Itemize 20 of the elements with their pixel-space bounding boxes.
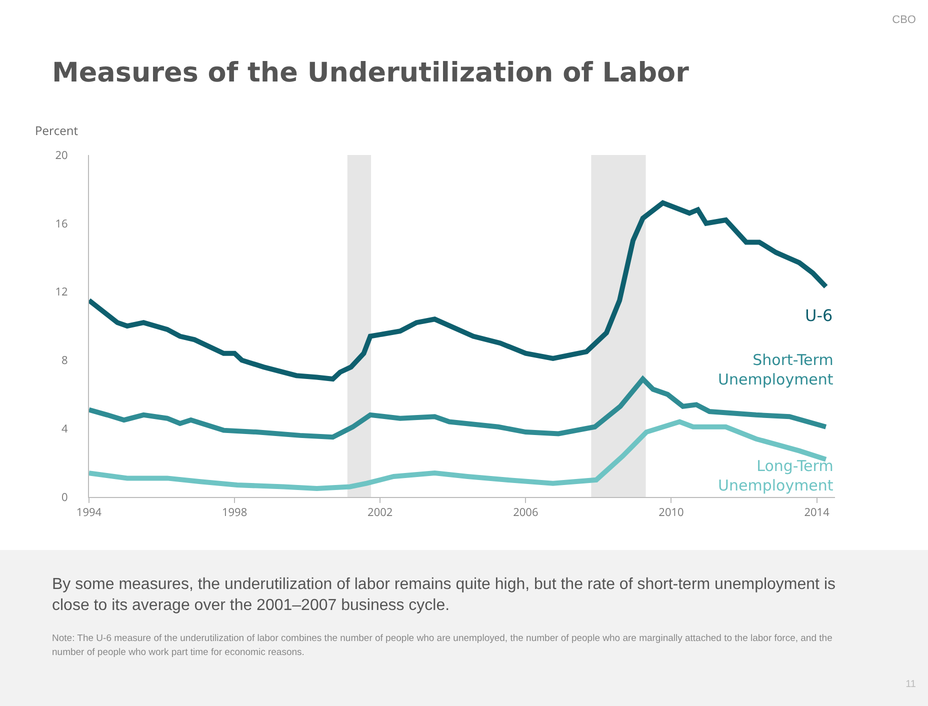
y-tick-label: 16 [55,216,68,232]
y-tick-label: 12 [55,284,68,300]
series-label: Long-Term Unemployment [718,457,834,494]
text: CBO [892,14,916,26]
x-tick-label: 2002 [368,505,393,520]
y-tick-label: 0 [62,490,68,505]
y-axis-title: Percent [35,122,78,139]
series-label: U-6 [805,306,833,325]
chart-title: Measures of the Underutilization of Labor [52,57,690,88]
y-tick-label: 4 [62,421,69,436]
y-tick-label: 20 [55,148,68,163]
text: Note: The U-6 measure of the underutilization of labor combines the number of people who are unemployed, the number of people who are marginally attached to the labor force, and the number of people who work part time for economic reasons. [52,632,834,660]
x-tick-label: 2006 [513,505,538,520]
text: By some measures, the underutilization of labor remains quite high, but the rate of short-term unemployment is close to its average over the 2001–2007 business cycle. [52,575,836,616]
x-tick-label: 1994 [76,505,102,520]
x-tick-label: 2014 [804,505,830,520]
x-tick-label: 1998 [222,505,248,520]
series-label: Short-Term Unemployment [718,351,834,388]
x-tick-label: 2010 [658,505,684,520]
y-tick-label: 8 [62,353,68,368]
